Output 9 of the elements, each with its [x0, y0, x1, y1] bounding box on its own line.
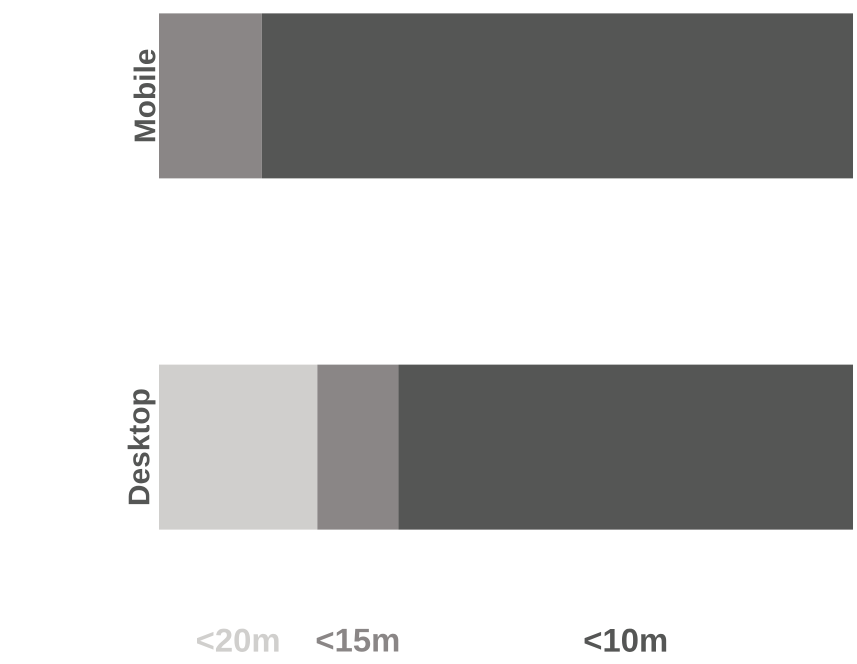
y-tick-label: Mobile [134, 50, 156, 142]
bar [262, 13, 854, 178]
bar [398, 364, 854, 530]
y-tick-label: Desktop [128, 389, 156, 504]
bar [159, 364, 318, 530]
bar [159, 13, 262, 178]
text: <10m [584, 628, 666, 652]
bar [317, 364, 398, 530]
text: <15m [316, 628, 398, 652]
